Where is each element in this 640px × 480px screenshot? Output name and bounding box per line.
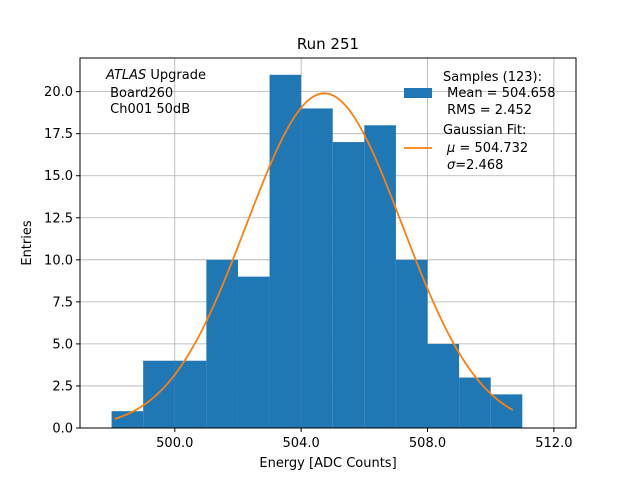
annotation-upgrade: Upgrade bbox=[146, 68, 206, 83]
legend-samples-swatch bbox=[404, 88, 432, 98]
legend-fit-title: Gaussian Fit: bbox=[443, 123, 526, 138]
y-tick-label-8: 20.0 bbox=[44, 85, 73, 100]
legend-mu-value: = 504.732 bbox=[455, 141, 528, 156]
annotation-line-1: ATLAS Upgrade bbox=[105, 68, 206, 83]
histogram-bar-11 bbox=[459, 377, 491, 428]
histogram-bar-4 bbox=[237, 276, 270, 428]
legend: Samples (123): Mean = 504.658 RMS = 2.45… bbox=[404, 70, 555, 173]
histogram-bar-1 bbox=[143, 360, 175, 428]
y-tick-label-2: 5.0 bbox=[52, 337, 73, 352]
histogram-bar-6 bbox=[301, 108, 333, 429]
y-tick-label-5: 12.5 bbox=[44, 211, 73, 226]
histogram-bar-0 bbox=[111, 411, 144, 428]
plot-frame bbox=[79, 57, 577, 429]
legend-samples-rms: RMS = 2.452 bbox=[443, 103, 532, 118]
y-tick-label-4: 10.0 bbox=[44, 253, 73, 268]
chart-title: Run 251 bbox=[297, 35, 359, 53]
legend-sigma-symbol: σ bbox=[447, 158, 456, 173]
legend-samples-title: Samples (123): bbox=[443, 70, 542, 85]
y-tick-label-7: 17.5 bbox=[44, 127, 73, 142]
histogram-bar-5 bbox=[269, 74, 302, 429]
histogram-bar-9 bbox=[395, 259, 428, 428]
histogram-bar-7 bbox=[332, 142, 365, 428]
histogram-bar-2 bbox=[174, 360, 207, 428]
bars-layer bbox=[111, 74, 523, 429]
gaussian-fit-curve bbox=[114, 92, 514, 420]
x-tick-label-3: 512.0 bbox=[535, 436, 572, 451]
x-tick-label-0: 500.0 bbox=[156, 436, 193, 451]
y-tick-label-1: 2.5 bbox=[52, 379, 73, 394]
annotation-channel: Ch001 50dB bbox=[106, 102, 190, 117]
y-tick-label-0: 0.0 bbox=[52, 422, 73, 437]
y-tick-label-6: 15.0 bbox=[44, 169, 73, 184]
x-tick-label-2: 508.0 bbox=[409, 436, 446, 451]
legend-fit-mu: μ = 504.732 bbox=[446, 141, 528, 156]
histogram-bar-8 bbox=[364, 125, 396, 428]
legend-sigma-value: =2.468 bbox=[455, 158, 503, 173]
ticks-layer: 500.0 504.0 508.0 512.0 0.0 2.5 5.0 7.5 10.0 12.5… bbox=[44, 85, 572, 451]
y-tick-label-3: 7.5 bbox=[52, 295, 73, 310]
annotation-atlas: ATLAS bbox=[105, 68, 146, 83]
legend-samples-mean: Mean = 504.658 bbox=[443, 86, 555, 101]
x-tick-label-1: 504.0 bbox=[283, 436, 320, 451]
legend-fit-sigma: σ=2.468 bbox=[447, 158, 503, 173]
histogram-bar-10 bbox=[427, 343, 460, 428]
x-axis-label: Energy [ADC Counts] bbox=[259, 456, 396, 471]
y-axis-label: Entries bbox=[20, 220, 35, 266]
histogram-bar-12 bbox=[490, 394, 523, 428]
legend-mu-symbol: μ bbox=[446, 141, 455, 156]
annotation-board: Board260 bbox=[106, 86, 173, 101]
